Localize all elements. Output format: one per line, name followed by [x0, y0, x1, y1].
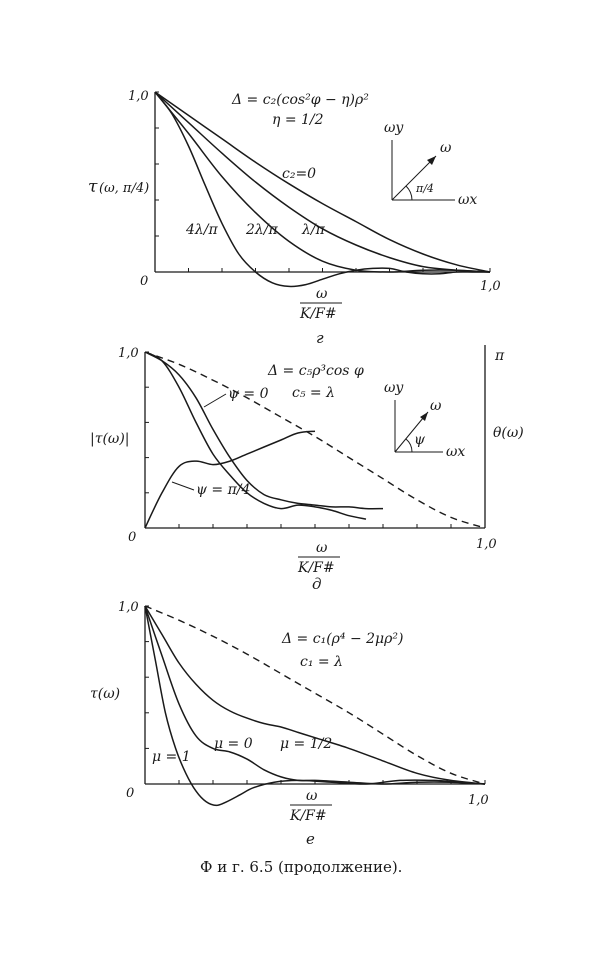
- figure-caption: Ф и г. 6.5 (продолжение).: [200, 858, 402, 876]
- formula-line2-e: c₁ = λ: [300, 654, 343, 670]
- inset-vec-label-d: ω: [430, 398, 442, 414]
- inset-x-label-d: ωx: [446, 444, 465, 460]
- series-line-1-0: [144, 351, 486, 529]
- inset-y-label-d: ωy: [384, 380, 404, 396]
- x-label-den-g: K/F#: [299, 306, 337, 322]
- panel-e: 1,0 0 1,0 τ(ω) ω K/F# е Δ = c₁(ρ⁴ − 2μρ²…: [90, 600, 489, 848]
- x-label-den-e: K/F#: [289, 808, 327, 824]
- curve-label-mu0-e: μ = 0: [214, 736, 253, 752]
- formula-line1-g: Δ = c₂(cos²φ − η)ρ²: [231, 92, 369, 108]
- curves-e: [144, 605, 486, 807]
- inset-arrowhead-d: [420, 412, 428, 421]
- formula-line2-g: η = 1/2: [272, 112, 324, 128]
- series-line-0-2: [154, 91, 491, 273]
- panel-d: 1,0 0 1,0 π |τ(ω)| θ(ω) ω K/F# д Δ = c₅ρ…: [90, 345, 524, 593]
- inset-angle-arc-g: [405, 185, 413, 201]
- x-label-num-g: ω: [316, 286, 328, 302]
- x-max-label-d: 1,0: [476, 537, 497, 552]
- series-line-0-1: [154, 91, 491, 273]
- curve-label-psipi4-d: ψ = π/4: [196, 482, 250, 498]
- y-label-right-d: θ(ω): [493, 425, 524, 441]
- y-label-arg-g: (ω, π/4): [99, 181, 149, 196]
- pointer-psipi4-d: [171, 481, 195, 491]
- origin-label-e: 0: [126, 786, 134, 801]
- origin-label-g: 0: [140, 274, 148, 289]
- curve-label-mu-half-e: μ = 1/2: [280, 736, 332, 752]
- y-label-g: τ: [88, 177, 98, 197]
- panel-label-g: г: [316, 329, 324, 347]
- x-label-num-e: ω: [306, 788, 318, 804]
- inset-arrowhead-g: [427, 156, 436, 165]
- series-line-1-1: [144, 351, 367, 520]
- inset-angle-label-d: ψ: [414, 432, 426, 448]
- curve-label-c2-g: c₂=0: [282, 166, 316, 182]
- y-right-max-label-d: π: [494, 348, 505, 364]
- curves-g: [154, 91, 491, 288]
- series-line-1-2: [144, 351, 384, 510]
- curves-d: [144, 351, 486, 529]
- panel-label-d: д: [312, 575, 322, 593]
- x-label-den-d: K/F#: [297, 560, 335, 576]
- inset-angle-arc-d: [405, 438, 413, 453]
- curve-label-mu1-e: μ = 1: [152, 749, 191, 765]
- y-label-e: τ(ω): [90, 686, 120, 702]
- y-label-d: |τ(ω)|: [90, 431, 130, 447]
- inset-x-label-g: ωx: [458, 192, 477, 208]
- series-line-2-3: [144, 605, 486, 807]
- origin-label-d: 0: [128, 530, 136, 545]
- pointer-psi0-d: [203, 393, 227, 408]
- inset-y-label-g: ωy: [384, 120, 404, 136]
- series-line-2-2: [144, 605, 486, 785]
- x-label-num-d: ω: [316, 540, 328, 556]
- inset-vector-g: [391, 155, 437, 201]
- curve-label-lambda-g: λ/π: [301, 222, 326, 238]
- y-max-label-d: 1,0: [118, 346, 139, 361]
- panel-g: 1,0 0 1,0 τ (ω, π/4) ω K/F# г Δ = c₂(cos…: [88, 89, 501, 347]
- series-line-0-3: [154, 91, 490, 288]
- y-max-label-e: 1,0: [118, 600, 139, 615]
- formula-line2-d: c₅ = λ: [292, 385, 335, 401]
- inset-d: ωy ωx ω ψ: [384, 380, 465, 460]
- series-line-1-3: [144, 430, 316, 529]
- curve-label-4lambda-g: 4λ/π: [185, 222, 218, 238]
- curve-label-psi0-d: ψ = 0: [228, 386, 269, 402]
- x-max-label-e: 1,0: [468, 793, 489, 808]
- inset-angle-label-g: π/4: [415, 182, 434, 195]
- series-line-2-1: [144, 605, 486, 785]
- series-line-2-0: [144, 605, 486, 785]
- y-max-label-g: 1,0: [128, 89, 149, 104]
- panel-label-e: е: [306, 830, 315, 848]
- inset-vec-label-g: ω: [440, 140, 452, 156]
- inset-g: ωy ωx ω π/4: [384, 120, 477, 208]
- formula-line1-d: Δ = c₅ρ³cos φ: [267, 363, 364, 379]
- series-line-0-0: [154, 91, 491, 273]
- x-max-label-g: 1,0: [480, 279, 501, 294]
- formula-line1-e: Δ = c₁(ρ⁴ − 2μρ²): [281, 631, 403, 647]
